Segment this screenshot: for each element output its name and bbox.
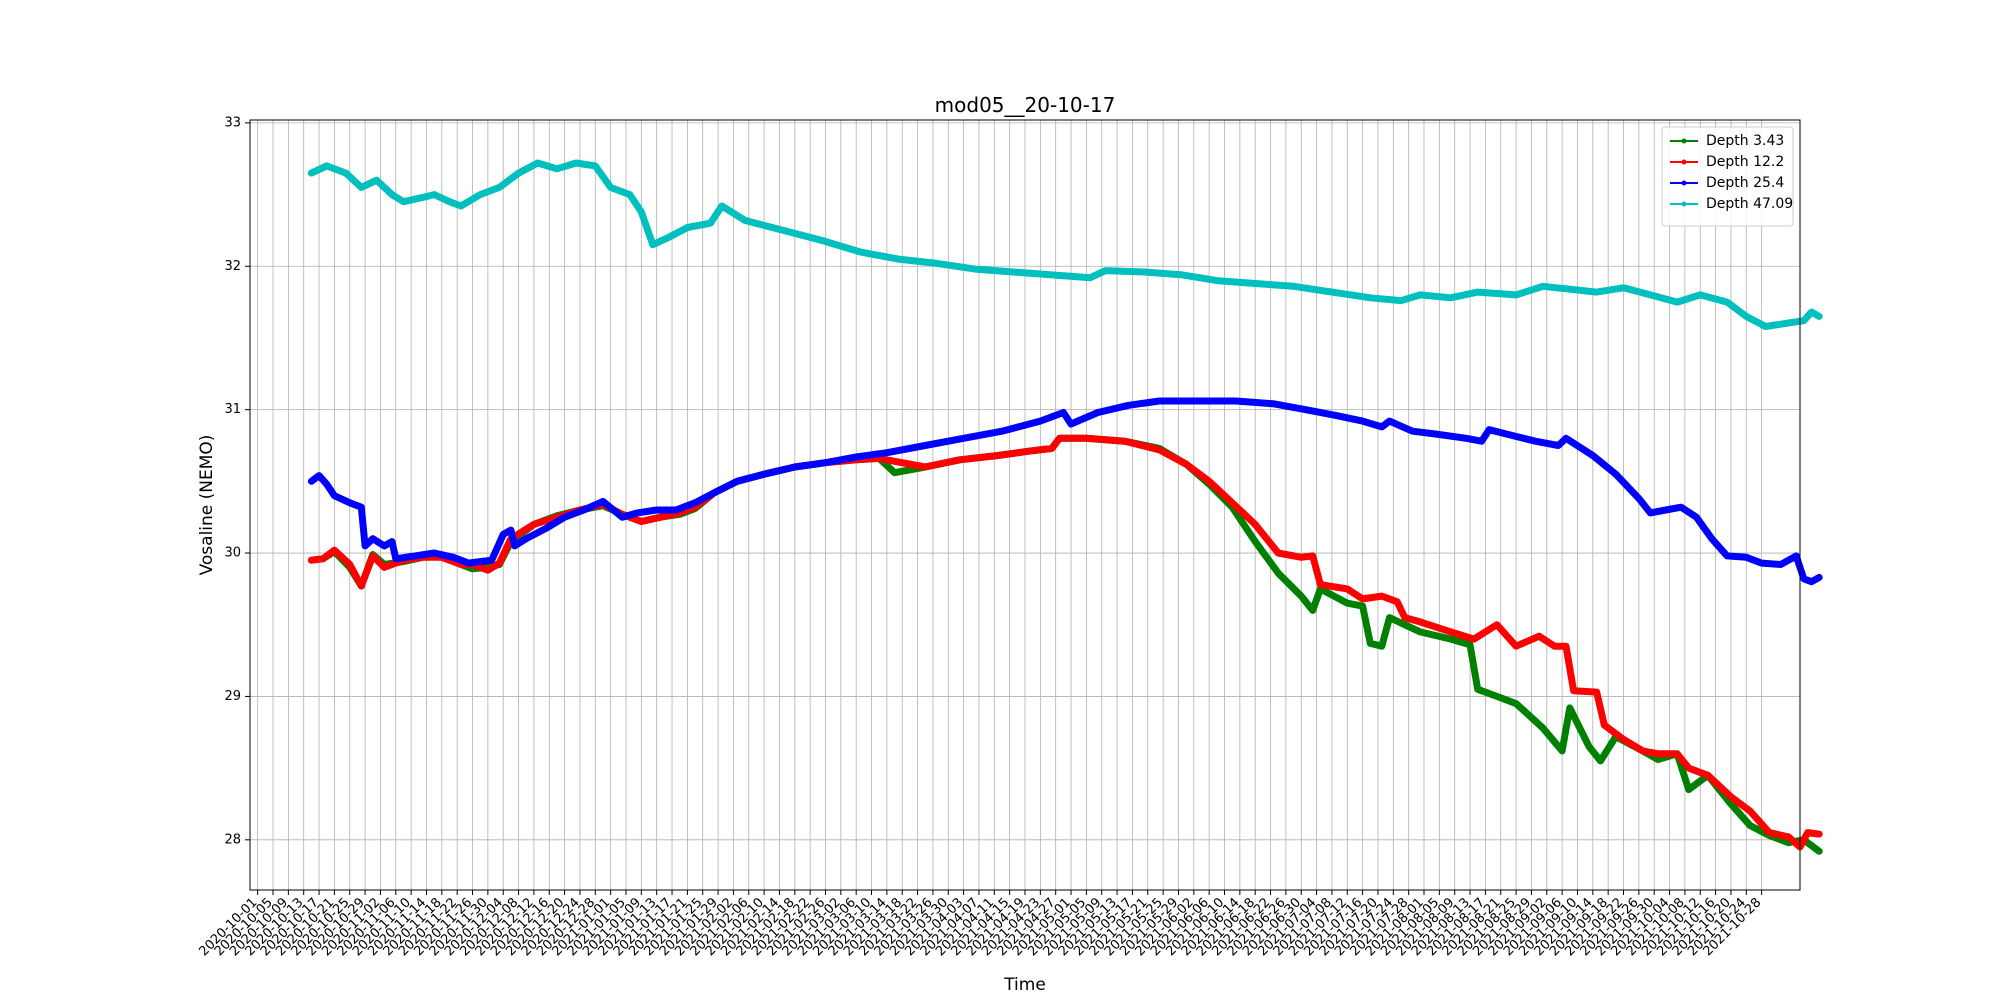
legend-box [1661, 126, 1794, 227]
grid [250, 120, 1800, 890]
series-lines [307, 159, 1823, 855]
series-line [307, 397, 1823, 586]
y-axis-ticks: 28 29 30 31 32 33 [224, 115, 250, 847]
legend-entry-label: Depth 12.2 [1706, 154, 1784, 170]
legend-marker [1681, 180, 1687, 186]
legend-marker [1681, 201, 1687, 207]
y-tick-label: 30 [224, 546, 241, 561]
series-line [307, 159, 1823, 330]
chart-title: mod05__20-10-17 [935, 93, 1116, 117]
legend: Depth 3.43 Depth 12.2 Depth 25.4 Depth 47.0… [1661, 126, 1794, 227]
y-tick-label: 28 [224, 832, 241, 847]
y-tick-label: 32 [224, 259, 241, 274]
legend-marker [1681, 138, 1687, 144]
x-axis-label: Time [1003, 975, 1046, 995]
y-tick-label: 29 [224, 689, 241, 704]
series-line [307, 434, 1823, 851]
y-tick-label: 31 [224, 402, 241, 417]
legend-marker [1681, 159, 1687, 165]
legend-entry-label: Depth 3.43 [1706, 133, 1784, 149]
legend-entry-label: Depth 47.09 [1706, 196, 1793, 212]
y-axis-label: Vosaline (NEMO) [197, 435, 217, 576]
x-axis-ticks: 2020-10-012020-10-052020-10-092020-10-13… [196, 890, 1764, 959]
y-tick-label: 33 [224, 115, 241, 130]
legend-entry-label: Depth 25.4 [1706, 175, 1784, 191]
